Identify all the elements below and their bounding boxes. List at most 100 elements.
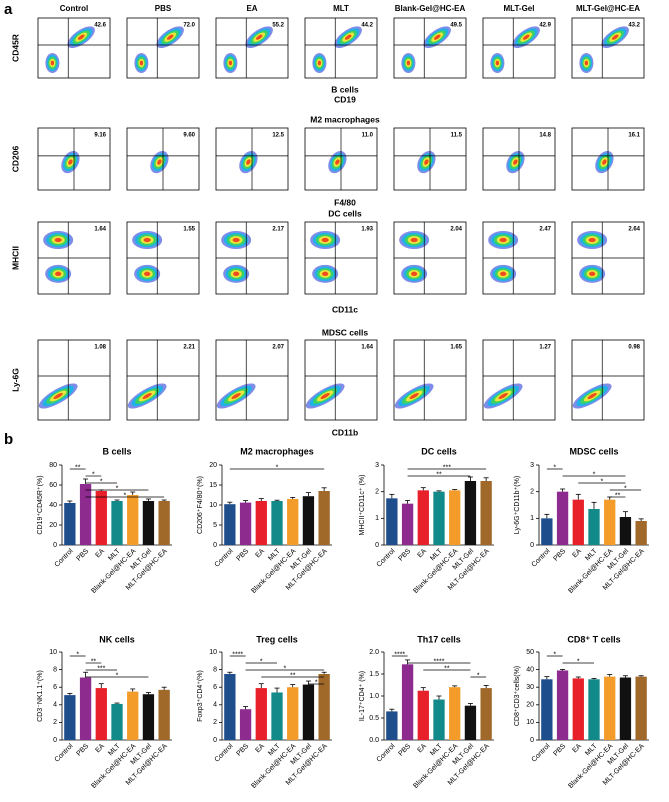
significance-label: * xyxy=(123,492,126,499)
flow-plot: 11.5 xyxy=(393,127,467,191)
x-axis-label: CD11c xyxy=(332,304,358,314)
bar xyxy=(480,688,492,740)
y-tick-label: 20 xyxy=(209,462,217,469)
x-tick-label: PBS xyxy=(552,548,567,563)
y-tick-label: 1.0 xyxy=(369,693,379,700)
y-tick-label: 8 xyxy=(53,666,57,673)
density xyxy=(144,271,151,276)
gate-percentage: 1.08 xyxy=(94,345,106,351)
density xyxy=(522,34,530,40)
y-tick-label: 2 xyxy=(53,719,57,726)
flow-plot: 1.08 xyxy=(37,339,111,421)
density xyxy=(246,159,251,165)
density xyxy=(344,34,352,40)
bar xyxy=(417,490,429,545)
y-tick-label: 2.0 xyxy=(369,649,379,656)
bar xyxy=(541,518,553,545)
plot-frame xyxy=(393,339,467,421)
chart-title: M2 macrophages xyxy=(240,446,314,456)
y-tick-label: 0.5 xyxy=(369,715,379,722)
gate-percentage: 72.0 xyxy=(183,23,195,29)
bar xyxy=(619,517,632,545)
gate-percentage: 11.0 xyxy=(362,133,374,139)
gate-percentage: 44.2 xyxy=(361,23,373,29)
y-tick-label: 0 xyxy=(530,737,534,744)
y-axis-label: MHCII xyxy=(10,246,20,270)
bar xyxy=(111,501,123,545)
bar xyxy=(224,674,236,740)
x-tick-label: EA xyxy=(254,548,266,560)
x-tick-label: EA xyxy=(254,743,266,755)
bar xyxy=(464,481,477,545)
bar xyxy=(302,496,315,545)
x-tick-label: PBS xyxy=(397,548,412,563)
density xyxy=(424,159,429,165)
significance-label: * xyxy=(553,464,556,471)
significance-label: **** xyxy=(394,651,405,658)
significance-label: * xyxy=(76,651,79,658)
y-tick-label: 10 xyxy=(526,719,534,726)
flow-plot: 1.64 xyxy=(304,339,378,421)
flow-plot: 0.98 xyxy=(571,339,645,421)
density xyxy=(228,60,233,66)
x-tick-label: EA xyxy=(571,548,583,560)
significance-label: * xyxy=(577,658,580,665)
y-tick-label: 0 xyxy=(213,737,217,744)
y-axis-label: Ly-6G⁺CD11b⁺(%) xyxy=(514,476,521,534)
bar xyxy=(449,490,461,545)
significance-label: * xyxy=(116,485,119,492)
x-tick-label: PBS xyxy=(552,743,567,758)
significance-label: * xyxy=(92,471,95,478)
density xyxy=(231,392,241,400)
significance-label: * xyxy=(283,665,286,672)
gate-percentage: 2.64 xyxy=(628,227,640,233)
density xyxy=(233,271,240,276)
density xyxy=(495,60,500,66)
density xyxy=(584,60,589,66)
flow-plot: 43.2 xyxy=(571,17,645,79)
bar xyxy=(318,674,330,740)
bar xyxy=(224,504,236,545)
y-tick-label: 15 xyxy=(209,482,217,489)
y-axis-label: CD206⁺F4/80⁺(%) xyxy=(197,476,204,534)
significance-label: ** xyxy=(444,665,450,672)
density xyxy=(499,237,507,243)
flow-plot: 9.60 xyxy=(126,127,200,191)
bar xyxy=(95,491,107,545)
y-axis-label: MHCII⁺CD11c⁺ (%) xyxy=(359,475,366,536)
x-tick-label: EA xyxy=(571,743,583,755)
bar xyxy=(64,695,76,740)
chart-title: CD8⁺ T cells xyxy=(567,634,620,644)
x-tick-label: Control xyxy=(214,742,235,763)
density xyxy=(409,392,419,400)
flow-plot: 44.2 xyxy=(304,17,378,79)
row-title: M2 macrophages xyxy=(310,114,380,124)
density xyxy=(142,392,152,400)
panel-label: a xyxy=(4,1,13,18)
column-header: MLT-Gel xyxy=(504,4,535,13)
bar xyxy=(556,670,569,740)
x-tick-label: PBS xyxy=(397,743,412,758)
flow-plot: 14.8 xyxy=(482,127,556,191)
flow-plot: 16.1 xyxy=(571,127,645,191)
y-tick-label: 40 xyxy=(49,502,57,509)
y-axis-label: Ly-6G xyxy=(10,368,20,392)
bar xyxy=(588,679,600,740)
flow-plot: 1.93 xyxy=(304,221,378,295)
bar xyxy=(588,509,600,545)
density xyxy=(513,159,518,165)
bar xyxy=(386,711,398,740)
bar xyxy=(635,521,647,545)
y-axis-label: CD3⁻NK1.1⁺(%) xyxy=(37,670,44,722)
y-axis-label: CD8⁺CD3⁺cells(%) xyxy=(514,666,521,726)
gate-percentage: 16.1 xyxy=(628,133,640,139)
chart-title: Treg cells xyxy=(256,634,298,644)
density xyxy=(232,237,240,243)
density xyxy=(77,34,85,40)
gate-percentage: 2.07 xyxy=(272,345,284,351)
bar xyxy=(255,688,267,740)
x-axis-label: CD19 xyxy=(334,94,356,104)
y-tick-label: 6 xyxy=(53,684,57,691)
column-header: PBS xyxy=(155,4,172,13)
chart-title: B cells xyxy=(102,446,131,456)
